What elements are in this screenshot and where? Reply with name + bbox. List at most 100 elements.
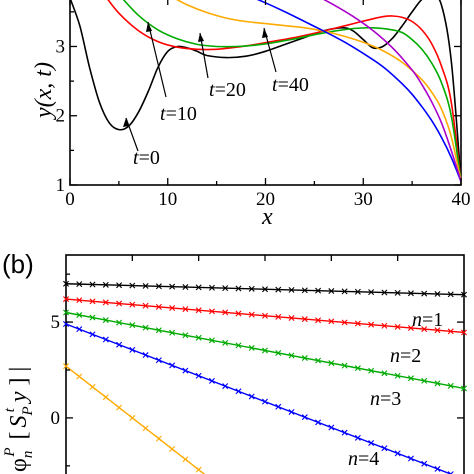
- panel-b-marker: [301, 355, 308, 362]
- panel-b-marker: [129, 282, 136, 289]
- panel-b-marker: [169, 329, 176, 336]
- panel-b-marker: [288, 286, 295, 293]
- panel-b-marker: [222, 285, 229, 292]
- panel-b-marker: [407, 290, 414, 297]
- panel-b-marker: [102, 281, 109, 288]
- panel-b-marker: [394, 372, 401, 379]
- panel-b-marker: [275, 313, 282, 320]
- panel-b-marker: [315, 419, 322, 426]
- panel-b-marker: [341, 362, 348, 369]
- series-label-n1: n=1: [412, 309, 443, 331]
- panel-b-marker: [142, 302, 149, 309]
- panel-b-marker: [116, 319, 123, 326]
- panel-b-marker: [116, 300, 123, 307]
- panel-b-marker: [222, 339, 229, 346]
- panel-b-marker: [129, 322, 136, 329]
- panel-b-marker: [208, 308, 215, 315]
- panel-b-marker: [315, 287, 322, 294]
- panel-a-ticks: 0 10 20 30 40 1 2 3: [56, 0, 471, 210]
- panel-b-marker: [421, 460, 428, 467]
- panel-b-marker: [169, 283, 176, 290]
- panel-b-marker: [76, 312, 83, 319]
- panel-a: 0 10 20 30 40 1 2 3 y(x, t) x t=0 t=10 t=20 t=4…: [31, 0, 471, 230]
- panel-b-marker: [195, 372, 202, 379]
- panel-b-marker: [328, 288, 335, 295]
- panel-b-marker: [63, 309, 69, 316]
- panel-b-marker: [76, 373, 83, 380]
- panel-b-marker: [354, 288, 361, 295]
- panel-b-marker: [381, 445, 388, 452]
- annotation-t20: t=20: [198, 32, 246, 101]
- panel-b-marker: [407, 375, 414, 382]
- panel-b-marker: [235, 310, 242, 317]
- panel-b-marker: [381, 322, 388, 329]
- svg-text:t=0: t=0: [133, 147, 160, 169]
- panel-b-marker: [89, 331, 96, 338]
- panel-b-marker: [129, 414, 136, 421]
- panel-b-marker: [381, 289, 388, 296]
- panel-a-series-3: [176, 0, 462, 182]
- panel-b-marker: [368, 321, 375, 328]
- panel-b-marker: [116, 282, 123, 289]
- panel-b-marker: [102, 394, 109, 401]
- annotation-t10: t=10: [146, 21, 197, 125]
- panel-b-marker: [328, 318, 335, 325]
- svg-text:t=40: t=40: [272, 74, 309, 96]
- panel-b-marker: [182, 284, 189, 291]
- panel-b-marker: [208, 377, 215, 384]
- panel-b-marker: [354, 434, 361, 441]
- panel-b-marker: [394, 450, 401, 457]
- panel-b-marker: [301, 287, 308, 294]
- panel-b-marker: [407, 455, 414, 462]
- panel-b-marker: [461, 329, 467, 336]
- panel-b-marker: [169, 362, 176, 369]
- panel-b-marker: [288, 352, 295, 359]
- panel-a-xlabel: x: [261, 204, 273, 230]
- panel-b-marker: [142, 352, 149, 359]
- panel-b-marker: [208, 284, 215, 291]
- panel-b-marker: [381, 370, 388, 377]
- panel-b-marker: [262, 347, 268, 354]
- series-label-n3: n=3: [370, 388, 401, 410]
- panel-b-marker: [89, 298, 96, 305]
- panel-b-marker: [447, 328, 454, 335]
- panel-b-marker: [434, 290, 441, 297]
- panel-b-marker: [182, 456, 189, 463]
- panel-b-marker: [195, 307, 202, 314]
- panel-b-marker: [394, 289, 401, 296]
- panel-b-marker: [102, 299, 109, 306]
- panel-a-xtick-label: 10: [158, 189, 177, 210]
- panel-a-ytick-label: 2: [56, 106, 66, 127]
- panel-b-marker: [447, 471, 454, 474]
- panel-b-marker: [155, 327, 162, 334]
- panel-b-marker: [102, 336, 109, 343]
- panel-b-marker: [315, 317, 322, 324]
- panel-b-marker: [447, 382, 454, 389]
- panel-b-marker: [434, 380, 441, 387]
- panel-b-marker: [407, 324, 414, 331]
- panel-b-marker: [195, 284, 202, 291]
- panel-a-xtick-label: 0: [65, 189, 75, 210]
- panel-b-marker: [262, 398, 268, 405]
- panel-b-marker: [182, 306, 189, 313]
- series-label-n2: n=2: [390, 345, 421, 367]
- panel-b-marker: [421, 326, 428, 333]
- panel-b-marker: [368, 367, 375, 374]
- panel-b-marker: [421, 290, 428, 297]
- panel-b-marker: [182, 367, 189, 374]
- panel-b-marker: [63, 363, 69, 370]
- series-label-n4: n=4: [348, 448, 379, 470]
- panel-b-marker: [195, 334, 202, 341]
- panel-a-ytick-label: 1: [56, 175, 66, 196]
- panel-b: (b) 05 φnP[SPty]| n=1 n=2 n=3 n=4: [2, 249, 467, 474]
- panel-a-xtick-label: 30: [354, 189, 373, 210]
- panel-b-marker: [341, 319, 348, 326]
- panel-b-marker: [354, 320, 361, 327]
- panel-b-marker: [341, 429, 348, 436]
- panel-b-marker: [301, 316, 308, 323]
- panel-b-marker: [155, 435, 162, 442]
- panel-b-marker: [169, 304, 176, 311]
- panel-b-ytick-label: 0: [51, 408, 61, 429]
- panel-b-marker: [76, 297, 83, 304]
- panel-b-marker: [461, 291, 467, 298]
